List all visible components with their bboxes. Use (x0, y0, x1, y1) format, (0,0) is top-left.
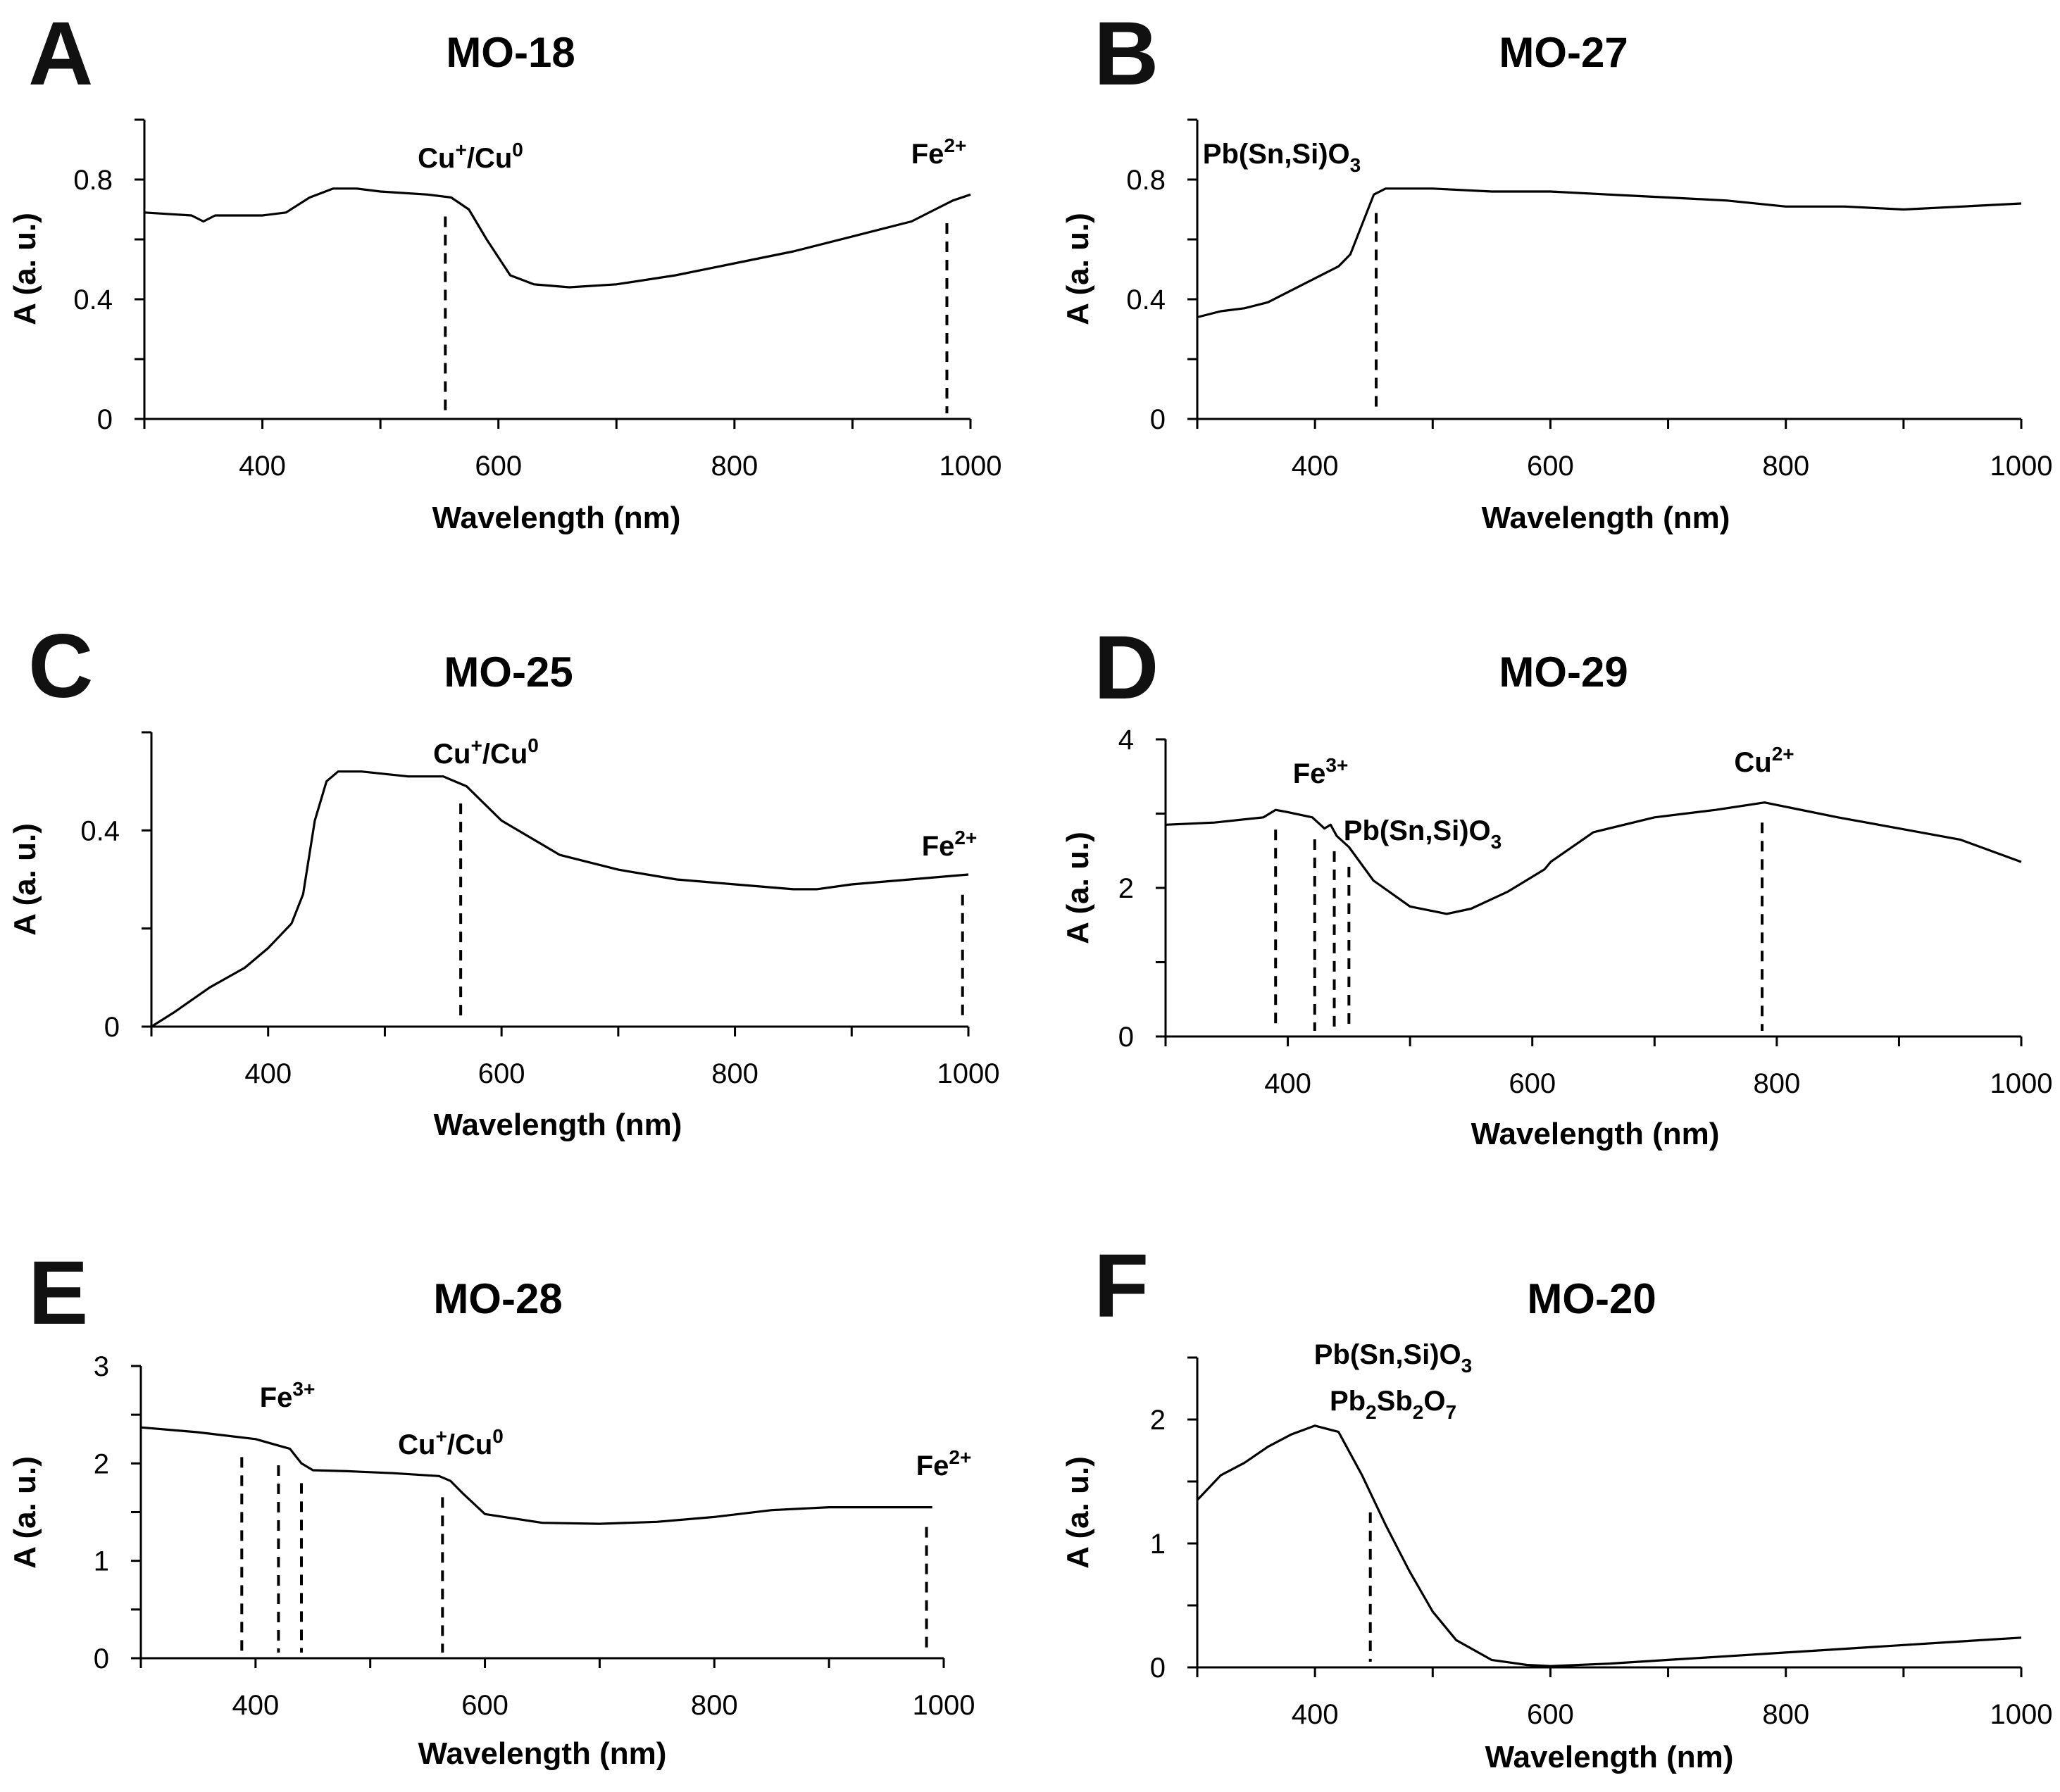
y-axis-label: A (a. u.) (8, 1456, 42, 1569)
annotation-label: Pb(Sn,Si)O3 (1203, 139, 1361, 176)
x-axis-label: Wavelength (nm) (1471, 1117, 1720, 1151)
x-tick-label: 600 (1527, 1699, 1574, 1730)
y-tick-label: 0.8 (1126, 165, 1166, 196)
chart-panel-A: A MO-18 400 600 800 1000 0 0.4 0.8 Wavelength (nm… (8, 4, 1001, 535)
series-line (1165, 801, 2022, 915)
x-tick-label: 1000 (1990, 451, 2053, 482)
panel-letter: A (28, 4, 93, 104)
x-tick-label: 600 (1509, 1068, 1556, 1099)
x-tick-label: 800 (1762, 451, 1809, 482)
x-tick-label: 800 (1762, 1699, 1809, 1730)
x-tick-label: 600 (1527, 451, 1574, 482)
chart-panel-E: E MO-28 400 600 800 1000 0 1 2 3 Wavelength (nm) A … (8, 1243, 975, 1771)
y-tick-label: 0.4 (1126, 284, 1166, 315)
annotation-label: Fe2+ (916, 1446, 972, 1481)
panel-letter: D (1094, 618, 1159, 718)
x-tick-label: 600 (475, 451, 522, 482)
series-line (1196, 1424, 2022, 1667)
y-tick-label: 0.8 (73, 165, 113, 196)
y-tick-label: 0 (104, 1012, 120, 1043)
x-tick-label: 1000 (937, 1058, 1000, 1089)
x-tick-label: 400 (239, 451, 286, 482)
chart-panel-D: D MO-29 400 600 800 1000 0 2 4 Wavelength (nm) A (… (1061, 618, 2052, 1151)
y-axis-label: A (a. u.) (1061, 213, 1095, 325)
annotation-label: Cu2+ (1734, 743, 1794, 778)
chart-title: MO-29 (1499, 648, 1628, 696)
y-axis-label: A (a. u.) (8, 823, 42, 936)
y-tick-label: 2 (1118, 873, 1134, 904)
chart-panel-F: F MO-20 400 600 800 1000 0 1 2 Wavelength (nm) A (… (1061, 1236, 2052, 1774)
y-tick-label: 0 (94, 1643, 109, 1674)
y-tick-label: 1 (94, 1546, 109, 1577)
chart-title: MO-28 (433, 1275, 562, 1322)
y-tick-label: 4 (1118, 725, 1134, 756)
y-tick-label: 0.4 (73, 284, 113, 315)
panel-letter: B (1094, 4, 1159, 104)
x-tick-label: 800 (711, 1058, 759, 1089)
x-tick-label: 600 (478, 1058, 525, 1089)
y-tick-label: 1 (1150, 1529, 1166, 1560)
x-axis-label: Wavelength (nm) (432, 501, 681, 535)
x-axis-label: Wavelength (nm) (418, 1736, 667, 1771)
x-axis-label: Wavelength (nm) (1485, 1740, 1734, 1774)
x-tick-label: 400 (1264, 1068, 1311, 1099)
y-tick-label: 0 (1150, 1653, 1166, 1684)
annotation-label: Cu+/Cu0 (433, 734, 539, 770)
x-tick-label: 1000 (940, 451, 1002, 482)
series-line (140, 1426, 932, 1525)
series-line (1197, 187, 2022, 319)
panel-letter: C (28, 616, 93, 717)
series-line (151, 770, 969, 1028)
x-axis-label: Wavelength (nm) (1482, 501, 1730, 535)
y-tick-label: 2 (94, 1448, 109, 1479)
annotation-label: Fe3+ (1293, 754, 1349, 789)
x-tick-label: 400 (244, 1058, 292, 1089)
panel-letter: F (1094, 1236, 1149, 1336)
y-axis-label: A (a. u.) (1061, 832, 1095, 944)
annotation-label: Fe3+ (260, 1378, 316, 1413)
chart-title: MO-20 (1527, 1275, 1656, 1322)
y-tick-label: 0 (1118, 1022, 1134, 1053)
chart-title: MO-18 (446, 29, 575, 76)
x-tick-label: 800 (1753, 1068, 1800, 1099)
chart-panel-C: C MO-25 400 600 800 1000 0 0.4 Wavelength (nm) A … (8, 616, 999, 1142)
y-axis-label: A (a. u.) (1061, 1456, 1095, 1569)
x-axis-label: Wavelength (nm) (434, 1108, 682, 1142)
chart-title: MO-25 (444, 648, 573, 696)
y-tick-label: 0 (97, 404, 113, 435)
annotation-label: Fe2+ (911, 134, 967, 170)
annotation-label: Pb(Sn,Si)O3 (1314, 1339, 1472, 1377)
annotation-label: Cu+/Cu0 (418, 139, 523, 174)
chart-panel-B: B MO-27 400 600 800 1000 0 0.4 0.8 Wavelength (nm… (1061, 4, 2052, 535)
x-tick-label: 1000 (913, 1690, 975, 1721)
y-axis-label: A (a. u.) (8, 213, 42, 325)
series-line (144, 187, 971, 289)
annotation-label: Fe2+ (922, 827, 978, 862)
y-tick-label: 2 (1150, 1405, 1166, 1436)
y-tick-label: 0.4 (80, 815, 120, 846)
x-tick-label: 1000 (1990, 1699, 2053, 1730)
annotation-label: Pb(Sn,Si)O3 (1344, 815, 1502, 853)
x-tick-label: 1000 (1990, 1068, 2053, 1099)
chart-title: MO-27 (1499, 29, 1628, 76)
y-tick-label: 3 (94, 1351, 109, 1382)
x-tick-label: 400 (232, 1690, 279, 1721)
panel-letter: E (28, 1243, 88, 1343)
annotation-label: Pb2Sb2O7 (1330, 1386, 1456, 1423)
x-tick-label: 800 (711, 451, 758, 482)
x-tick-label: 400 (1292, 1699, 1339, 1730)
y-tick-label: 0 (1150, 404, 1166, 435)
annotation-label: Cu+/Cu0 (398, 1425, 504, 1460)
x-tick-label: 600 (461, 1690, 508, 1721)
x-tick-label: 800 (691, 1690, 738, 1721)
x-tick-label: 400 (1292, 451, 1339, 482)
